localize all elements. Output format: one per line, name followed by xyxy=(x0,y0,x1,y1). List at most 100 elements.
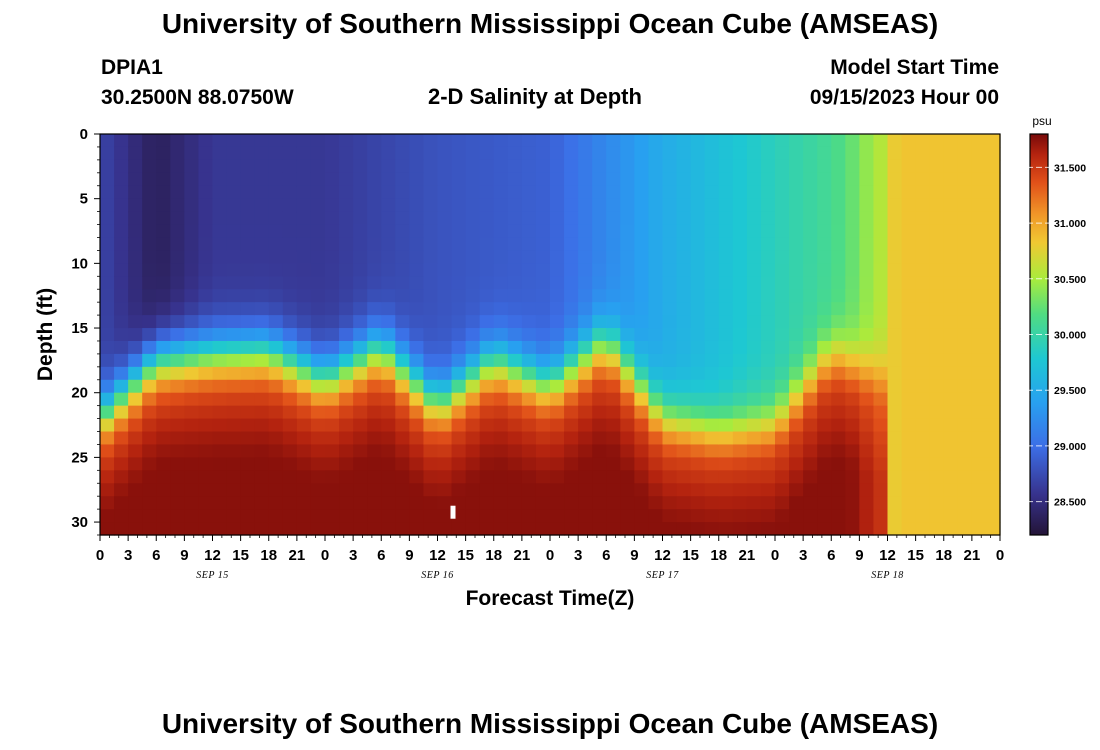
heatmap-cell xyxy=(943,185,959,200)
heatmap-cell xyxy=(817,172,832,187)
heatmap-cell xyxy=(578,496,593,510)
heatmap-cell xyxy=(634,522,650,536)
heatmap-cell xyxy=(381,224,396,239)
heatmap-cell xyxy=(718,172,734,187)
heatmap-cell xyxy=(775,289,790,303)
heatmap-cell xyxy=(521,315,537,329)
heatmap-cell xyxy=(212,250,228,264)
heatmap-cell xyxy=(718,185,734,200)
heatmap-cell xyxy=(746,366,762,381)
heatmap-cell xyxy=(114,302,129,316)
heatmap-cell xyxy=(114,276,129,290)
heatmap-cell xyxy=(859,431,875,446)
heatmap-cell xyxy=(929,289,945,303)
heatmap-cell xyxy=(310,302,326,316)
heatmap-cell xyxy=(198,302,214,316)
heatmap-cell xyxy=(859,302,875,316)
heatmap-cell xyxy=(606,263,621,277)
heatmap-cell xyxy=(887,522,903,536)
heatmap-cell xyxy=(465,431,481,446)
x-tick-label: 18 xyxy=(260,547,277,564)
station-coords: 30.2500N 88.0750W xyxy=(101,86,294,109)
heatmap-cell xyxy=(971,470,987,484)
heatmap-cell xyxy=(268,405,284,420)
heatmap-cell xyxy=(620,211,635,226)
colorbar-tick-label: 31.000 xyxy=(1054,218,1086,230)
heatmap-cell xyxy=(789,146,804,161)
heatmap-cell xyxy=(648,211,664,226)
heatmap-cell xyxy=(929,302,945,316)
heatmap-cell xyxy=(943,418,959,433)
heatmap-cell xyxy=(873,211,889,226)
heatmap-cell xyxy=(423,496,439,510)
heatmap-cell xyxy=(676,496,692,510)
heatmap-cell xyxy=(142,263,157,277)
heatmap-cell xyxy=(943,159,959,174)
heatmap-cell xyxy=(564,431,579,446)
heatmap-cell xyxy=(845,289,860,303)
heatmap-cell xyxy=(128,353,143,368)
heatmap-cell xyxy=(128,159,143,174)
heatmap-cell xyxy=(845,328,860,342)
x-tick-label: 21 xyxy=(964,547,981,564)
heatmap-cell xyxy=(100,444,115,458)
heatmap-cell xyxy=(381,328,396,342)
heatmap-cell xyxy=(282,444,298,458)
heatmap-cell xyxy=(282,250,298,264)
heatmap-cell xyxy=(395,302,410,316)
heatmap-cell xyxy=(718,289,734,303)
heatmap-cell xyxy=(465,172,481,187)
heatmap-cell xyxy=(817,250,832,264)
heatmap-cell xyxy=(690,392,706,407)
heatmap-cell xyxy=(732,159,748,174)
heatmap-cell xyxy=(493,289,509,303)
heatmap-cell xyxy=(114,263,129,277)
heatmap-cell xyxy=(423,159,439,174)
heatmap-cell xyxy=(704,496,720,510)
heatmap-cell xyxy=(676,366,692,381)
heatmap-cell xyxy=(775,263,790,277)
heatmap-cell xyxy=(240,522,256,536)
heatmap-cell xyxy=(240,483,256,497)
heatmap-cell xyxy=(423,509,439,523)
heatmap-cell xyxy=(676,509,692,523)
heatmap-cell xyxy=(550,392,565,407)
heatmap-cell xyxy=(268,431,284,446)
heatmap-cell xyxy=(451,172,467,187)
heatmap-cell xyxy=(381,263,396,277)
heatmap-cell xyxy=(296,405,312,420)
heatmap-cell xyxy=(240,159,256,174)
heatmap-cell xyxy=(282,366,298,381)
heatmap-cell xyxy=(240,379,256,394)
heatmap-cell xyxy=(704,185,720,200)
heatmap-cell xyxy=(423,522,439,536)
heatmap-cell xyxy=(789,457,804,471)
heatmap-cell xyxy=(662,496,678,510)
heatmap-cell xyxy=(929,198,945,213)
heatmap-cell xyxy=(662,353,678,368)
heatmap-cell xyxy=(887,483,903,497)
heatmap-cell xyxy=(437,418,453,433)
heatmap-cell xyxy=(507,237,523,252)
heatmap-cell xyxy=(142,431,157,446)
heatmap-cell xyxy=(676,353,692,368)
heatmap-cell xyxy=(479,522,495,536)
heatmap-cell xyxy=(887,509,903,523)
heatmap-cell xyxy=(128,522,143,536)
heatmap-cell xyxy=(817,496,832,510)
heatmap-cell xyxy=(479,444,495,458)
heatmap-cell xyxy=(339,328,354,342)
heatmap-cell xyxy=(381,237,396,252)
heatmap-cell xyxy=(915,250,931,264)
heatmap-cell xyxy=(634,224,650,239)
heatmap-cell xyxy=(395,211,410,226)
heatmap-cell xyxy=(943,237,959,252)
heatmap-cell xyxy=(578,340,593,355)
heatmap-cell xyxy=(985,353,1001,368)
heatmap-cell xyxy=(381,522,396,536)
heatmap-cell xyxy=(550,496,565,510)
heatmap-cell xyxy=(535,353,551,368)
heatmap-cell xyxy=(901,418,917,433)
heatmap-cell xyxy=(339,418,354,433)
heatmap-cell xyxy=(395,379,410,394)
